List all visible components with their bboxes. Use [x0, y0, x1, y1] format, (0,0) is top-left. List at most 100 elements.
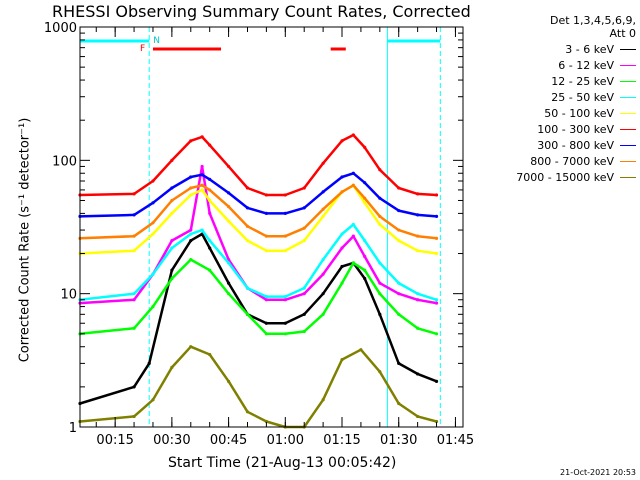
data-point: [264, 295, 268, 299]
legend-label: 50 - 100 keV: [544, 106, 614, 120]
data-point: [245, 206, 250, 210]
data-point: [189, 345, 193, 349]
data-point: [200, 183, 204, 187]
data-point: [147, 361, 151, 365]
data-point: [170, 365, 174, 369]
data-point: [132, 234, 136, 238]
data-point: [200, 173, 204, 177]
series-line: [79, 223, 437, 302]
data-point: [264, 419, 268, 424]
data-point: [397, 281, 401, 285]
data-point: [200, 228, 204, 232]
data-point: [351, 133, 355, 137]
flag-label-f: F: [140, 44, 145, 54]
data-point: [170, 198, 174, 203]
data-point: [416, 234, 420, 238]
legend-swatch: [620, 144, 636, 146]
data-point: [189, 186, 193, 190]
y-axis-label: Corrected Count Rate (s⁻¹ detector⁻¹): [17, 117, 33, 363]
data-point: [378, 312, 382, 316]
data-point: [200, 188, 204, 192]
legend-label: 25 - 50 keV: [551, 90, 614, 104]
data-point: [132, 192, 136, 196]
legend-item: 100 - 300 keV: [516, 121, 636, 137]
data-point: [340, 281, 344, 285]
data-point: [151, 179, 155, 183]
data-point: [416, 414, 420, 419]
data-point: [189, 239, 193, 243]
data-point: [340, 246, 344, 250]
legend-item: 25 - 50 keV: [516, 89, 636, 105]
data-point: [302, 186, 306, 190]
series-line: [79, 184, 437, 255]
data-point: [397, 292, 401, 296]
data-point: [226, 261, 231, 265]
data-point: [189, 228, 193, 232]
legend-swatch: [620, 96, 636, 98]
data-point: [283, 295, 287, 299]
data-point: [200, 135, 204, 139]
legend-item: 50 - 100 keV: [516, 105, 636, 121]
data-point: [245, 239, 250, 243]
legend-item: 800 - 7000 keV: [516, 153, 636, 169]
data-point: [378, 261, 382, 265]
data-point: [264, 332, 268, 336]
y-tick-label: 10: [60, 288, 77, 303]
data-point: [416, 372, 420, 376]
data-point: [283, 249, 287, 253]
legend-item: 6 - 12 keV: [516, 57, 636, 73]
data-point: [302, 329, 306, 334]
data-point: [151, 221, 155, 225]
data-point: [189, 193, 193, 197]
data-point: [132, 298, 136, 302]
series-line: [79, 232, 437, 405]
data-point: [189, 175, 193, 179]
data-point: [151, 201, 155, 205]
data-point: [226, 191, 231, 195]
data-point: [132, 385, 136, 389]
data-point: [283, 321, 287, 325]
data-point: [340, 358, 344, 362]
data-point: [434, 379, 439, 383]
series-line: [79, 184, 437, 240]
data-point: [321, 207, 325, 211]
legend-label: 6 - 12 keV: [558, 58, 614, 72]
data-point: [245, 224, 250, 228]
data-point: [363, 254, 367, 259]
data-point: [208, 268, 212, 272]
data-point: [363, 239, 367, 243]
data-point: [264, 249, 268, 253]
data-point: [208, 143, 212, 147]
x-tick-label: 00:30: [153, 433, 190, 448]
data-point: [170, 211, 174, 215]
data-point: [245, 286, 250, 290]
data-point: [363, 181, 367, 185]
data-point: [170, 268, 174, 272]
data-point: [208, 177, 212, 181]
y-tick-label: 100: [52, 154, 77, 169]
data-point: [189, 232, 193, 236]
legend-swatch: [620, 176, 636, 178]
data-point: [351, 222, 355, 227]
data-point: [434, 301, 439, 305]
legend: 3 - 6 keV 6 - 12 keV 12 - 25 keV 25 - 50 ke…: [516, 41, 636, 185]
data-point: [321, 190, 325, 194]
data-point: [363, 268, 367, 272]
data-point: [434, 419, 439, 424]
y-tick-label: 1000: [44, 21, 77, 36]
data-point: [321, 312, 325, 316]
data-point: [189, 139, 193, 143]
data-point: [416, 192, 420, 196]
data-point: [208, 246, 212, 250]
legend-header: Det 1,3,4,5,6,9, Att 0: [550, 14, 636, 40]
data-point: [434, 298, 439, 302]
legend-swatch: [620, 128, 636, 130]
legend-item: 3 - 6 keV: [516, 41, 636, 57]
data-point: [340, 232, 344, 236]
legend-swatch: [620, 160, 636, 162]
data-point: [397, 208, 401, 213]
data-point: [321, 292, 325, 296]
data-point: [226, 292, 231, 296]
data-point: [351, 234, 355, 238]
